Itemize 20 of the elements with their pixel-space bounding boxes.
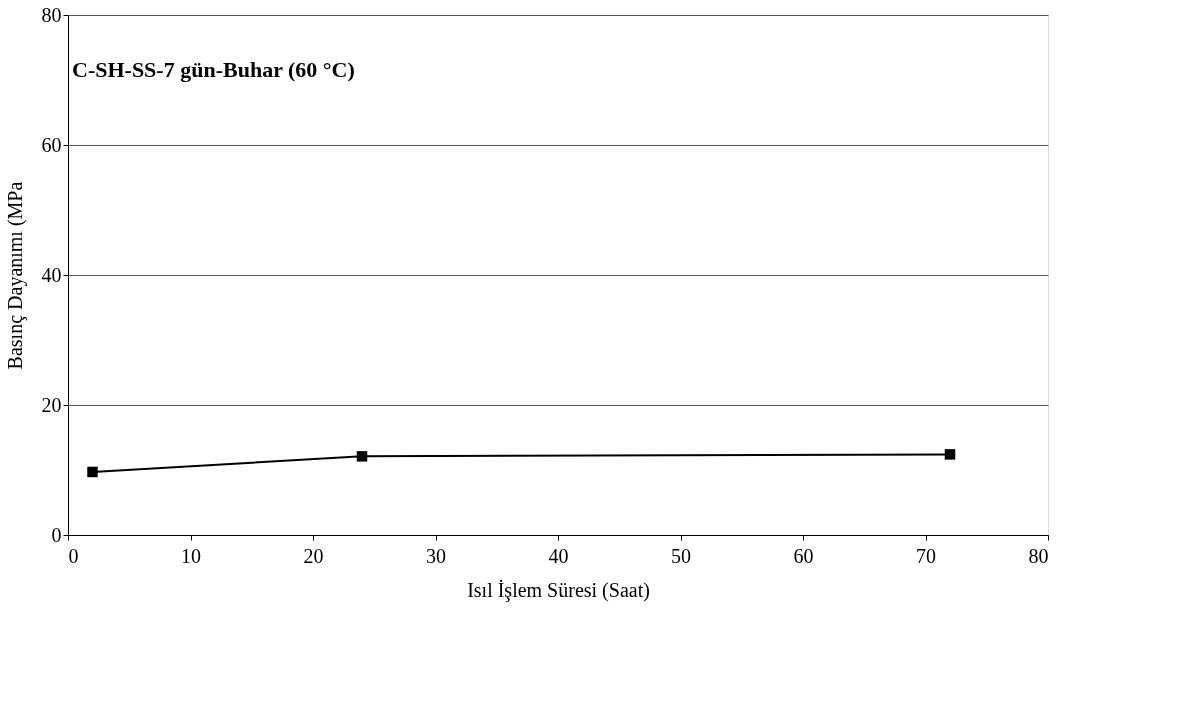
- y-tick-label: 60: [41, 133, 62, 156]
- point: [356, 451, 368, 462]
- y-tick-label: 40: [41, 263, 62, 286]
- point: [944, 449, 956, 460]
- x-tick-label: 20: [303, 544, 324, 567]
- x-tick-label: 60: [793, 544, 814, 567]
- y-tick-label: 80: [41, 3, 62, 26]
- x-tick-label: 30: [426, 544, 446, 567]
- x-tick-label: 80: [1028, 544, 1049, 567]
- point: [87, 466, 98, 478]
- annotation: C-SH-SS-7 gün-Buhar (60 °C): [72, 57, 355, 82]
- y-axis-title: Basınç Dayanımı (MPa: [3, 181, 27, 370]
- x-axis-title: Isıl İşlem Süresi (Saat): [467, 578, 650, 602]
- x-tick-label: 10: [181, 544, 201, 567]
- y-tick-label: 20: [41, 393, 62, 416]
- x-tick-label: 70: [916, 544, 936, 567]
- x-tick-label: 50: [671, 544, 691, 567]
- x-tick-label: 0: [68, 544, 79, 567]
- y-tick-label: 0: [51, 523, 62, 546]
- x-tick-label: 40: [548, 544, 569, 567]
